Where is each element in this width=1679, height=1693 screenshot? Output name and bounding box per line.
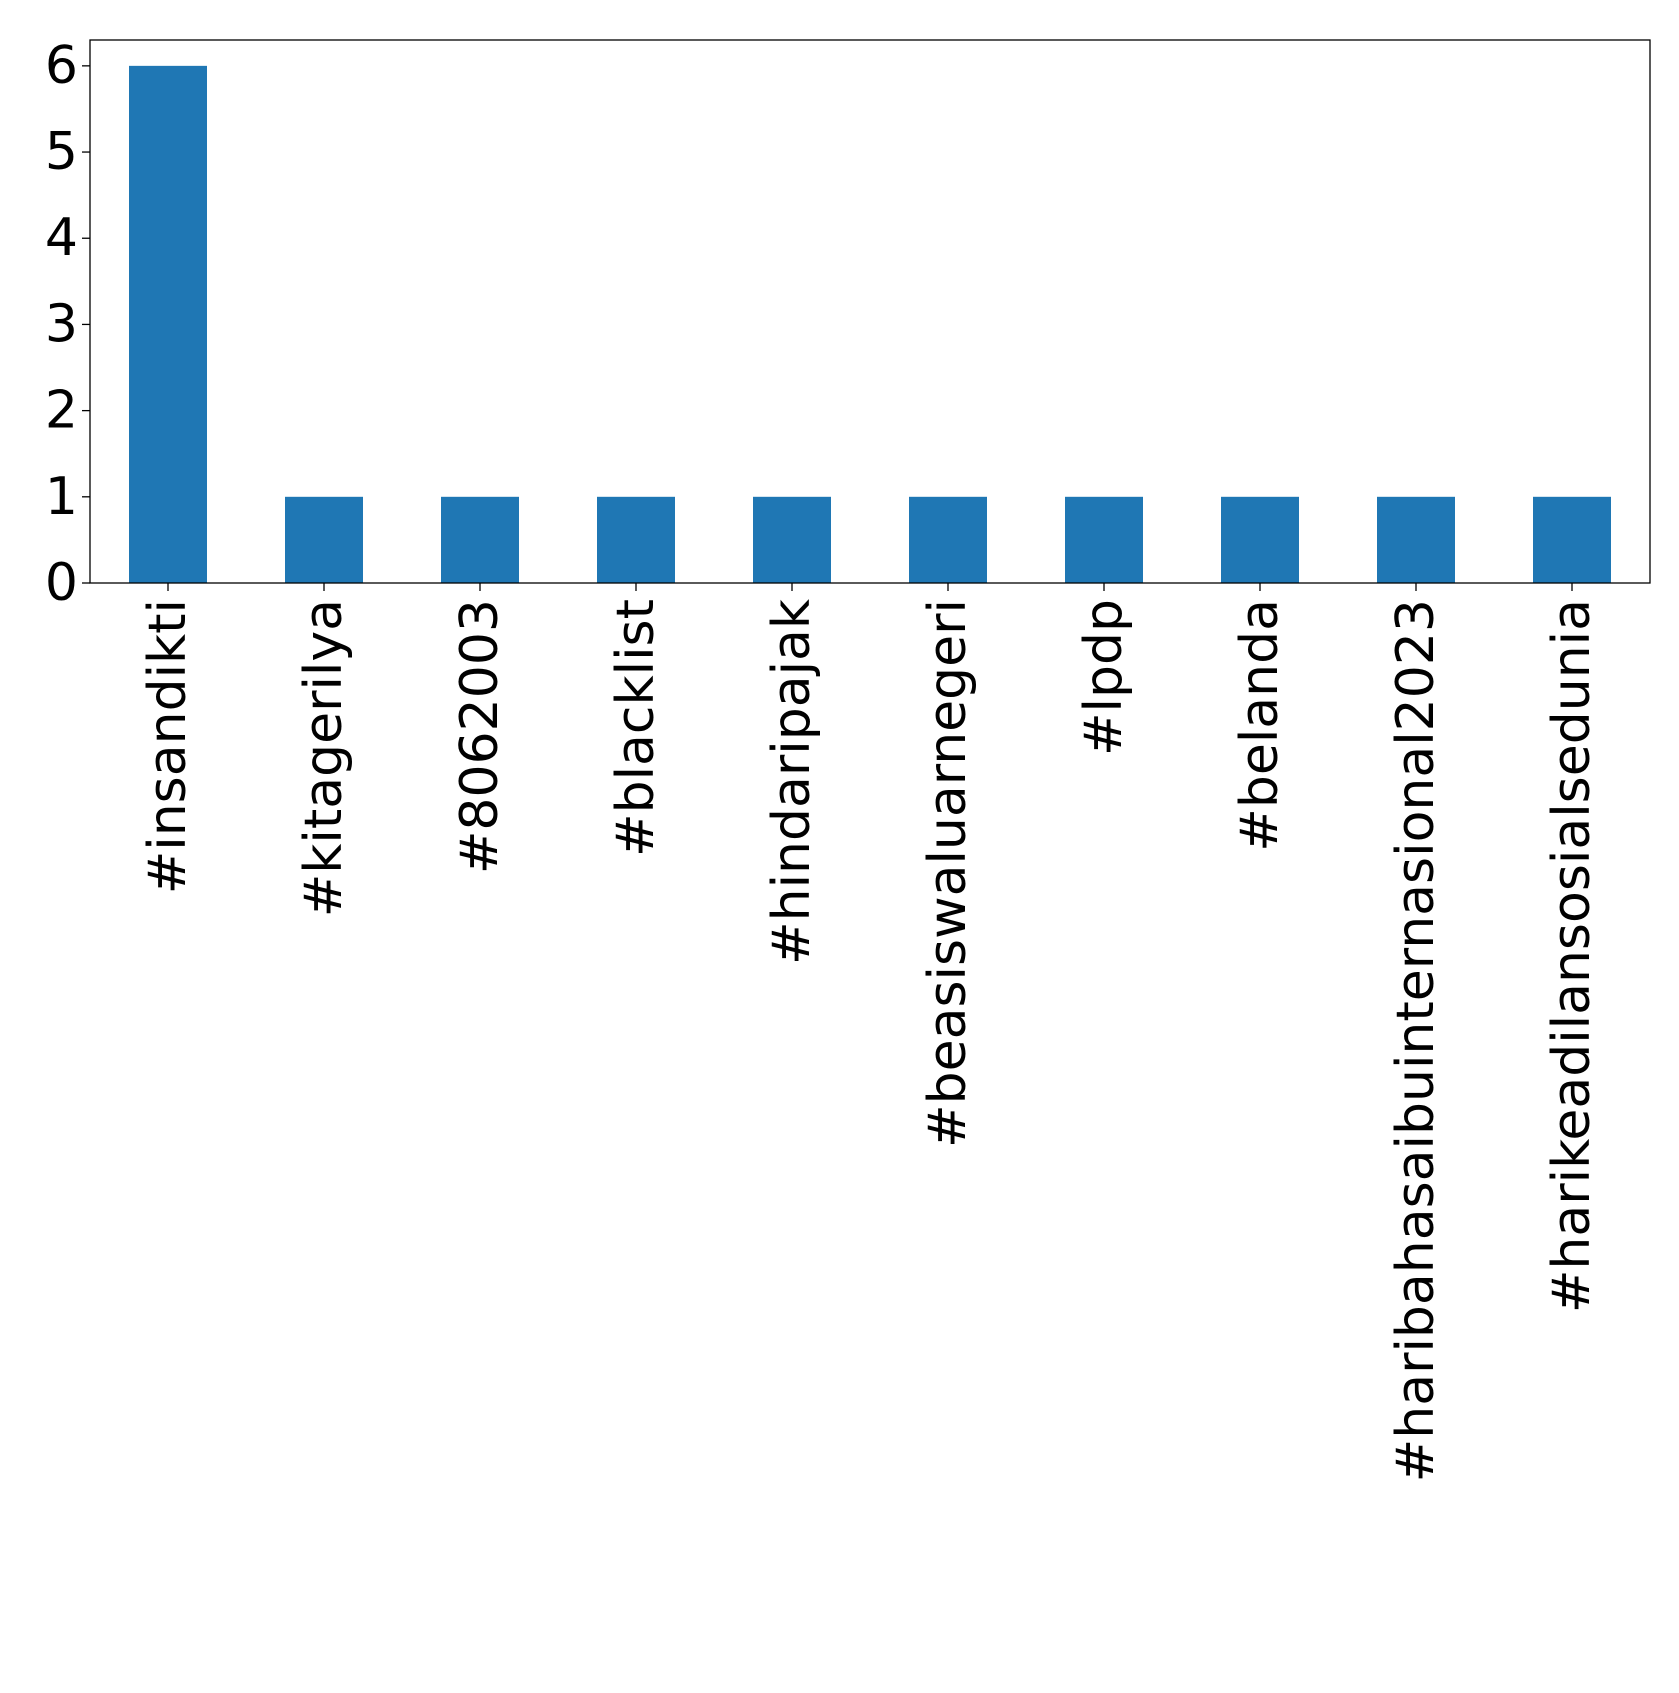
y-axis: 0 1 2 3 4 5 6 [45, 36, 90, 613]
bar-harikeadilansosialsedunia [1533, 496, 1611, 583]
bar-8062003 [441, 496, 519, 583]
y-tick-label: 1 [45, 467, 78, 527]
plot-area-frame [89, 39, 1651, 584]
x-tick-label: #belanda [1230, 599, 1290, 852]
y-tick-label: 4 [45, 208, 78, 268]
y-tick-label: 6 [45, 36, 78, 96]
bar-insandikti [129, 65, 207, 584]
x-tick-label: #blacklist [606, 599, 666, 857]
bars-layer [129, 65, 1611, 584]
bar-blacklist [597, 496, 675, 583]
x-tick-label: #lpdp [1074, 599, 1134, 756]
y-tick-label: 2 [45, 381, 78, 441]
x-tick-label: #beasiswaluarnegeri [918, 599, 978, 1148]
x-tick-label: #haribahasaibuinternasional2023 [1386, 599, 1446, 1482]
x-tick-label: #8062003 [450, 599, 510, 874]
x-tick-label: #harikeadilansosialsedunia [1542, 599, 1602, 1313]
y-tick-label: 5 [45, 122, 78, 182]
bar-hindaripajak [753, 496, 831, 583]
y-tick-label: 0 [45, 553, 78, 613]
bar-kitagerilya [285, 496, 363, 583]
x-tick-label: #kitagerilya [294, 599, 354, 917]
x-tick-label: #insandikti [138, 599, 198, 894]
bar-lpdp [1065, 496, 1143, 583]
x-tick-label: #hindaripajak [762, 599, 822, 965]
y-tick-label: 3 [45, 294, 78, 354]
bar-haribahasaibuinternasional2023 [1377, 496, 1455, 583]
bar-belanda [1221, 496, 1299, 583]
x-axis: #insandikti #kitagerilya #8062003 #blacklis… [138, 583, 1602, 1482]
bar-beasiswaluarnegeri [909, 496, 987, 583]
